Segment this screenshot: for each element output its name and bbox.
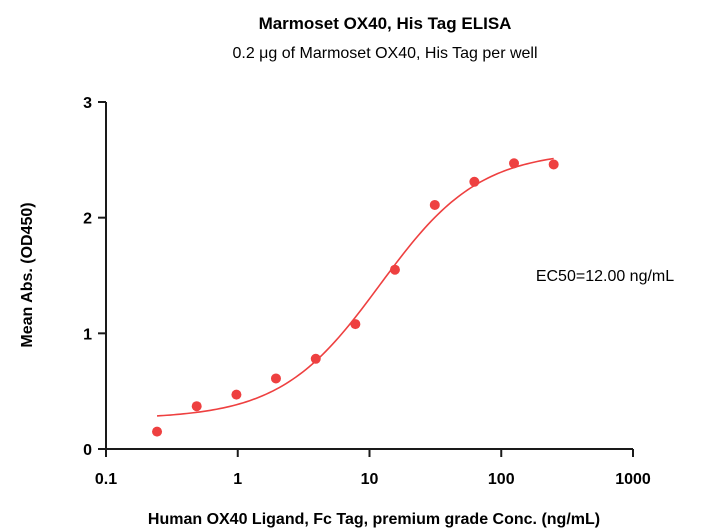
y-axis-label: Mean Abs. (OD450) — [19, 202, 36, 347]
data-point — [509, 158, 520, 169]
data-point — [310, 353, 321, 364]
y-tick-label: 2 — [83, 211, 92, 228]
data-point — [429, 199, 440, 210]
x-tick-label: 100 — [488, 471, 515, 488]
x-tick-label: 1000 — [615, 471, 651, 488]
x-tick-label: 10 — [361, 471, 379, 488]
chart-title: Marmoset OX40, His Tag ELISA — [259, 14, 512, 33]
data-point — [270, 373, 281, 384]
data-point — [152, 426, 163, 437]
y-tick-label: 3 — [83, 95, 92, 112]
x-ticks: 0.1 1 10 100 1000 — [95, 449, 651, 488]
data-point — [389, 264, 400, 275]
x-axis-label: Human OX40 Ligand, Fc Tag, premium grade… — [148, 511, 600, 528]
x-tick-label: 1 — [233, 471, 242, 488]
data-point — [350, 319, 361, 330]
x-tick-label: 0.1 — [95, 471, 117, 488]
data-point — [191, 401, 202, 412]
plot-area: 0 1 2 3 0.1 1 10 100 1000 — [83, 95, 651, 488]
y-ticks: 0 1 2 3 — [83, 95, 106, 459]
ec50-annotation: EC50=12.00 ng/mL — [536, 268, 674, 285]
fit-curve — [156, 157, 554, 417]
data-point — [469, 176, 480, 187]
data-point — [548, 159, 559, 170]
chart-subtitle: 0.2 μg of Marmoset OX40, His Tag per wel… — [232, 45, 537, 62]
data-points — [152, 158, 559, 437]
y-tick-label: 1 — [83, 326, 92, 343]
data-point — [231, 389, 242, 400]
y-tick-label: 0 — [83, 442, 92, 459]
